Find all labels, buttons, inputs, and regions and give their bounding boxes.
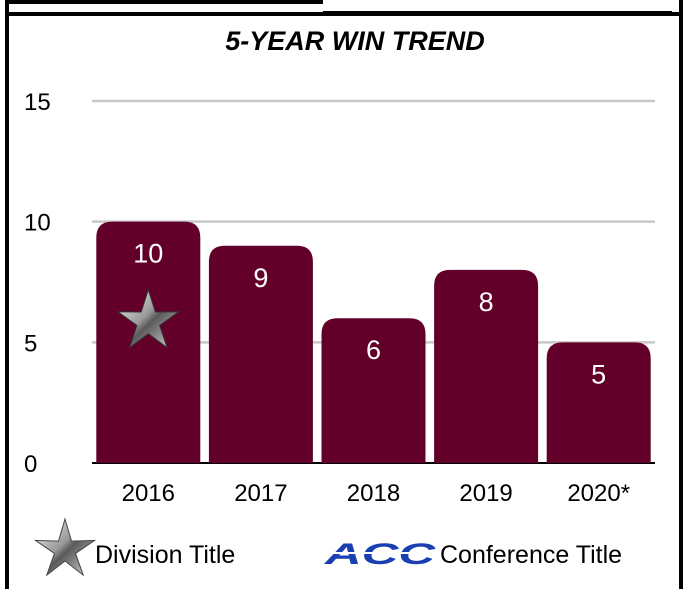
bar-2019 — [434, 269, 539, 463]
bar-2017 — [208, 245, 313, 463]
frame-top-left — [5, 0, 323, 4]
acc-logo-icon: ACC — [323, 538, 437, 571]
value-labels: 10 9 6 8 5 — [133, 239, 606, 390]
bar-2018 — [321, 318, 426, 463]
y-tick-label: 15 — [24, 89, 51, 116]
y-tick-label: 10 — [24, 210, 51, 237]
acc-logo-stripe — [325, 552, 437, 554]
legend-division-star-icon — [33, 517, 97, 577]
legend: Division Title ACC Conference Title — [33, 517, 622, 577]
value-label-2019: 8 — [479, 287, 494, 317]
frame-left — [5, 0, 9, 589]
bars — [96, 221, 651, 463]
x-tick-label-2016: 2016 — [122, 480, 175, 507]
division-title-star-icon — [116, 288, 181, 349]
bar-2016 — [96, 221, 201, 463]
frame-top-main — [5, 12, 683, 16]
x-tick-label-2020*: 2020* — [567, 480, 630, 507]
value-label-2017: 9 — [253, 263, 268, 293]
value-label-2016: 10 — [133, 239, 163, 269]
chart-title: 5-YEAR WIN TREND — [225, 26, 485, 56]
x-tick-label-2018: 2018 — [347, 480, 400, 507]
x-tick-label-2019: 2019 — [459, 480, 512, 507]
division-title-markers — [116, 288, 181, 349]
legend-conference-label: Conference Title — [440, 541, 622, 569]
value-label-2018: 6 — [366, 335, 381, 365]
frame-top-right — [323, 0, 672, 12]
y-tick-labels: 0 5 10 15 — [24, 89, 51, 478]
value-label-2020*: 5 — [591, 359, 606, 389]
y-tick-label: 5 — [24, 330, 37, 357]
x-tick-label-2017: 2017 — [234, 480, 287, 507]
bar-2020* — [546, 342, 651, 463]
acc-logo-text: ACC — [323, 538, 437, 571]
x-tick-labels: 2016 2017 2018 2019 2020* — [122, 480, 630, 507]
y-tick-label: 0 — [24, 451, 37, 478]
frame-right — [679, 0, 683, 589]
legend-division-label: Division Title — [95, 541, 235, 569]
